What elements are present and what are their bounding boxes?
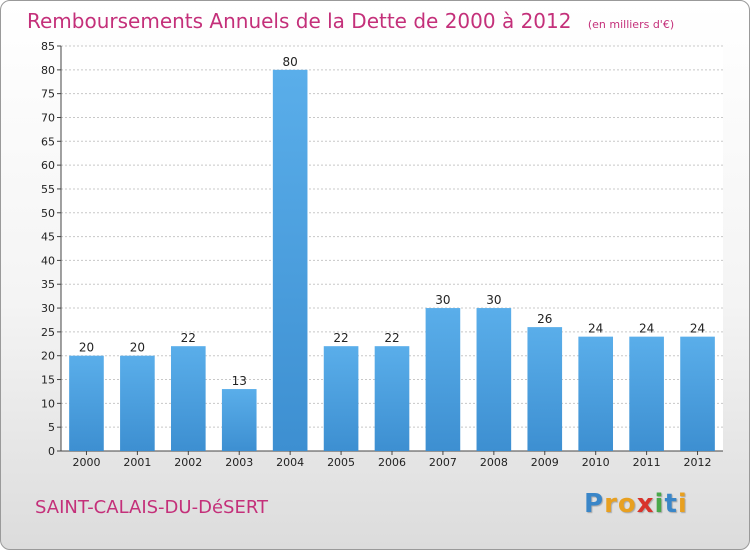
y-tick-label: 60 [41, 159, 55, 172]
y-tick-label: 55 [41, 183, 55, 196]
bar-value-label: 24 [690, 322, 705, 336]
x-tick-label: 2009 [531, 456, 559, 469]
y-tick-label: 35 [41, 278, 55, 291]
x-tick-label: 2010 [582, 456, 610, 469]
x-tick-label: 2012 [684, 456, 712, 469]
y-tick-label: 0 [48, 445, 55, 458]
bar [170, 346, 206, 451]
bar-value-label: 24 [639, 322, 654, 336]
y-tick-label: 15 [41, 374, 55, 387]
commune-name: SAINT-CALAIS-DU-DéSERT [35, 497, 269, 518]
bar-value-label: 22 [333, 331, 348, 345]
bar [69, 355, 104, 451]
bar-value-label: 30 [435, 293, 450, 307]
y-tick-label: 40 [41, 254, 55, 267]
logo-letter: i [677, 489, 688, 519]
x-tick-label: 2002 [174, 456, 202, 469]
bar [221, 389, 257, 451]
x-tick-label: 2005 [327, 456, 355, 469]
bar-value-label: 13 [232, 374, 247, 388]
bar [323, 346, 359, 451]
bar-value-label: 20 [79, 341, 94, 355]
logo-letter: t [664, 489, 678, 519]
bar [680, 336, 715, 451]
x-tick-label: 2000 [72, 456, 100, 469]
bar [120, 355, 155, 451]
logo-letter: o [617, 489, 637, 519]
logo-letter: r [604, 489, 618, 519]
bar-value-label: 24 [588, 322, 603, 336]
bar [527, 327, 563, 451]
x-tick-label: 2003 [225, 456, 253, 469]
bar [578, 336, 614, 451]
bar [425, 308, 461, 451]
bar-value-label: 20 [130, 341, 145, 355]
bar-value-label: 22 [384, 331, 399, 345]
y-tick-label: 45 [41, 231, 55, 244]
y-tick-label: 80 [41, 64, 55, 77]
chart-title-block: Remboursements Annuels de la Dette de 20… [27, 9, 674, 33]
y-tick-label: 75 [41, 88, 55, 101]
chart-subtitle: (en milliers d'€) [587, 18, 675, 31]
logo-letter: i [654, 489, 665, 519]
x-tick-label: 2006 [378, 456, 406, 469]
logo-letter: P [584, 489, 605, 519]
x-tick-label: 2001 [123, 456, 151, 469]
x-tick-label: 2011 [633, 456, 661, 469]
y-tick-label: 5 [48, 421, 55, 434]
y-tick-label: 70 [41, 111, 55, 124]
x-tick-label: 2004 [276, 456, 304, 469]
bar-value-label: 30 [486, 293, 501, 307]
bar [272, 69, 308, 451]
y-tick-label: 25 [41, 326, 55, 339]
bar [629, 336, 664, 451]
bar [476, 308, 512, 451]
bar-value-label: 80 [283, 55, 298, 69]
logo-letter: x [636, 489, 655, 519]
bar-value-label: 22 [181, 331, 196, 345]
chart-title: Remboursements Annuels de la Dette de 20… [27, 9, 572, 33]
y-tick-label: 85 [41, 40, 55, 53]
bar-value-label: 26 [537, 312, 552, 326]
y-tick-label: 30 [41, 302, 55, 315]
y-tick-label: 65 [41, 135, 55, 148]
x-tick-label: 2007 [429, 456, 457, 469]
bar [374, 346, 410, 451]
y-tick-label: 20 [41, 350, 55, 363]
proxiti-logo: Proxiti [584, 489, 688, 519]
x-tick-label: 2008 [480, 456, 508, 469]
y-tick-label: 10 [41, 397, 55, 410]
y-tick-label: 50 [41, 207, 55, 220]
